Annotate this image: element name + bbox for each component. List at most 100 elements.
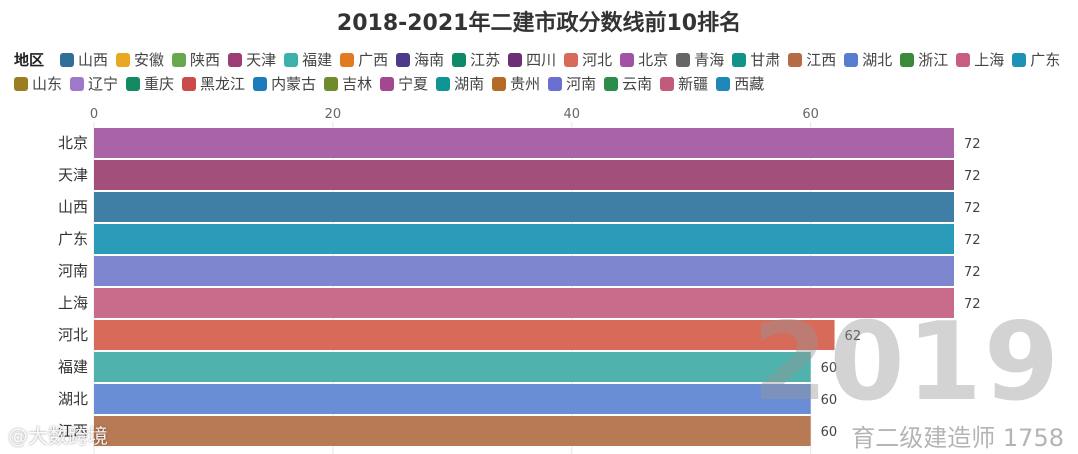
category-label: 湖北	[58, 390, 88, 408]
legend-item[interactable]: 安徽	[116, 50, 164, 70]
legend-label: 甘肃	[750, 51, 781, 69]
legend-item[interactable]: 河南	[548, 74, 596, 94]
bar[interactable]	[94, 160, 954, 190]
legend-item[interactable]: 天津	[228, 50, 276, 70]
legend-item[interactable]: 山西	[60, 50, 108, 70]
legend-label: 安徽	[134, 51, 165, 69]
bar[interactable]	[94, 384, 811, 414]
legend-label: 吉林	[342, 75, 373, 93]
legend-label: 河南	[566, 75, 597, 93]
legend-swatch	[676, 53, 691, 67]
legend-item[interactable]: 湖北	[844, 50, 892, 70]
legend-swatch	[508, 53, 523, 67]
legend-item[interactable]: 重庆	[126, 74, 174, 94]
legend-swatch	[1012, 53, 1027, 67]
legend-swatch	[228, 53, 243, 67]
legend-swatch	[284, 53, 299, 67]
legend-item[interactable]: 四川	[508, 50, 556, 70]
legend-item[interactable]: 北京	[620, 50, 668, 70]
legend-label: 青海	[694, 51, 725, 69]
legend-swatch	[492, 77, 507, 91]
category-label: 福建	[58, 358, 88, 376]
legend-item[interactable]: 贵州	[492, 74, 540, 94]
legend-swatch	[182, 77, 197, 91]
bar[interactable]	[94, 192, 954, 222]
category-label: 河南	[58, 262, 88, 280]
legend-label: 湖南	[454, 75, 485, 93]
legend-item[interactable]: 上海	[956, 50, 1004, 70]
legend-item[interactable]: 辽宁	[70, 74, 118, 94]
legend-label: 贵州	[510, 75, 541, 93]
legend-item[interactable]: 宁夏	[380, 74, 428, 94]
legend-swatch	[788, 53, 803, 67]
bar[interactable]	[94, 128, 954, 158]
legend-swatch	[716, 77, 731, 91]
legend-item[interactable]: 湖南	[436, 74, 484, 94]
value-label: 60	[821, 425, 838, 440]
legend-item[interactable]: 河北	[564, 50, 612, 70]
legend-item[interactable]: 海南	[396, 50, 444, 70]
legend-label: 上海	[974, 51, 1005, 69]
legend-label: 广西	[358, 51, 389, 69]
x-tick-label: 0	[90, 107, 98, 122]
legend-swatch	[604, 77, 619, 91]
legend-label: 陕西	[190, 51, 221, 69]
legend-label: 江苏	[470, 51, 501, 69]
legend-swatch	[70, 77, 85, 91]
category-label: 天津	[58, 166, 88, 184]
bar[interactable]	[94, 320, 835, 350]
legend-label: 山西	[78, 51, 109, 69]
credit-label: @大数跨境	[8, 424, 108, 448]
legend-item[interactable]: 青海	[676, 50, 724, 70]
bar[interactable]	[94, 352, 811, 382]
legend-label: 湖北	[862, 51, 893, 69]
category-label: 河北	[58, 326, 88, 344]
legend-item[interactable]: 吉林	[324, 74, 372, 94]
legend-label: 山东	[32, 75, 63, 93]
legend-label: 广东	[1030, 51, 1061, 69]
category-label: 山西	[58, 198, 88, 216]
legend-item[interactable]: 陕西	[172, 50, 220, 70]
legend-item[interactable]: 福建	[284, 50, 332, 70]
legend-item[interactable]: 西藏	[716, 74, 764, 94]
category-label: 上海	[58, 294, 88, 312]
legend-item[interactable]: 江苏	[452, 50, 500, 70]
x-tick-label: 40	[564, 107, 581, 122]
legend-label: 新疆	[678, 75, 709, 93]
legend-item[interactable]: 内蒙古	[253, 74, 316, 94]
legend-item[interactable]: 江西	[788, 50, 836, 70]
legend-item[interactable]: 甘肃	[732, 50, 780, 70]
category-label: 北京	[58, 134, 88, 152]
legend-swatch	[548, 77, 563, 91]
legend-swatch	[660, 77, 675, 91]
legend-swatch	[436, 77, 451, 91]
legend-item[interactable]: 广东	[1012, 50, 1060, 70]
legend-item[interactable]: 云南	[604, 74, 652, 94]
value-label: 60	[821, 393, 838, 408]
legend-swatch	[900, 53, 915, 67]
bar[interactable]	[94, 256, 954, 286]
bar[interactable]	[94, 416, 811, 446]
legend-item[interactable]: 新疆	[660, 74, 708, 94]
legend-item[interactable]: 广西	[340, 50, 388, 70]
legend-swatch	[324, 77, 339, 91]
legend-item[interactable]: 山东	[14, 74, 62, 94]
value-label: 72	[964, 169, 981, 184]
year-label: 2019	[752, 300, 1061, 425]
legend-item[interactable]: 浙江	[900, 50, 948, 70]
value-label: 72	[964, 233, 981, 248]
legend-swatch	[14, 77, 28, 91]
legend-swatch	[956, 53, 971, 67]
x-tick-label: 20	[325, 107, 342, 122]
legend-item[interactable]: 黑龙江	[182, 74, 245, 94]
bar[interactable]	[94, 288, 954, 318]
legend-swatch	[380, 77, 395, 91]
bar[interactable]	[94, 224, 954, 254]
legend-label: 海南	[414, 51, 445, 69]
legend-label: 河北	[582, 51, 613, 69]
value-label: 72	[964, 297, 981, 312]
value-label: 72	[964, 137, 981, 152]
legend-label: 四川	[526, 51, 557, 69]
legend-label: 北京	[638, 51, 669, 69]
